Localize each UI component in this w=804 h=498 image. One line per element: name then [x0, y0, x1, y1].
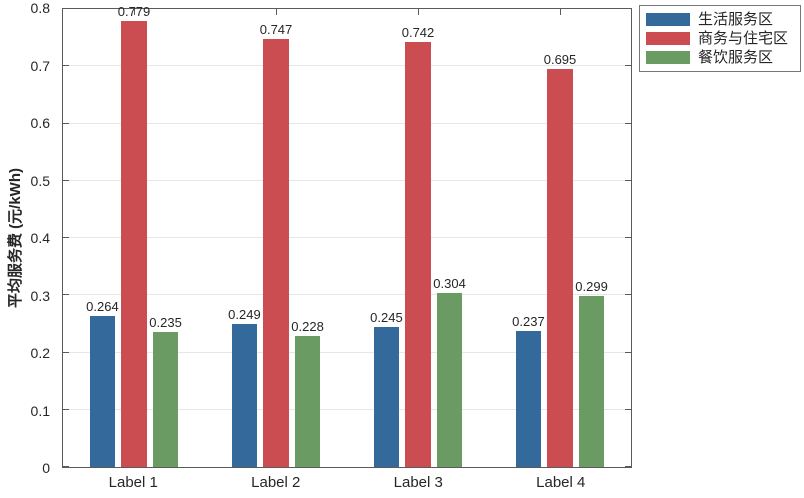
- gridline: [63, 408, 631, 410]
- y-tick-label: 0.7: [30, 57, 50, 74]
- legend-swatch: [646, 13, 690, 26]
- legend: 生活服务区商务与住宅区 餐饮服务区: [639, 5, 801, 72]
- y-tick-mark-right: [625, 8, 631, 9]
- y-tick-label: 0.5: [30, 172, 50, 189]
- x-tick-mark-top: [134, 9, 135, 15]
- legend-label: 餐饮服务区: [698, 49, 774, 66]
- bar-value-label: 0.742: [401, 25, 435, 41]
- x-tick-label: Label 3: [393, 474, 443, 491]
- y-tick-mark-right: [625, 466, 631, 467]
- y-axis-tick-labels: 0 0.1 0.2 0.3 0.4 0.5 0.6 0.7 0.8: [0, 1, 56, 475]
- y-tick-mark-left: [63, 65, 69, 67]
- x-axis-tick-labels: Label 1 Label 2 Label 3 Label 4: [62, 475, 632, 495]
- bar-商务与住宅区-Label 3: [405, 42, 431, 467]
- bar-value-label: 0.779: [117, 4, 151, 20]
- gridline: [63, 237, 631, 238]
- bar-商务与住宅区-Label 1: [121, 21, 147, 467]
- legend-swatch: [646, 32, 690, 45]
- bar-生活服务区-Label 3: [373, 326, 400, 467]
- x-tick-label: Label 4: [536, 474, 586, 491]
- y-tick-label: 0: [42, 460, 50, 476]
- y-tick-label: 0.6: [30, 115, 50, 131]
- bar-商务与住宅区-Label 2: [263, 39, 289, 467]
- legend-item: 商务与住宅区: [646, 29, 794, 48]
- bar-生活服务区-Label 4: [515, 331, 542, 467]
- x-tick-mark-top: [418, 9, 419, 15]
- bar-生活服务区-Label 2: [231, 324, 258, 467]
- y-tick-mark-right: [625, 122, 631, 124]
- bar-value-label: 0.249: [228, 307, 261, 323]
- y-tick-mark-right: [625, 408, 631, 410]
- x-tick-label: Label 1: [108, 474, 158, 491]
- y-tick-label: 0.3: [30, 287, 50, 304]
- gridline: [63, 179, 631, 181]
- bar-value-label: 0.264: [86, 298, 119, 314]
- y-tick-mark-right: [625, 294, 631, 296]
- bar-餐饮服务区-Label 4: [578, 295, 605, 467]
- plot-area: 0.264 0.779 0.235 0.249 0.747 0.228 0.245 0.742…: [62, 4, 632, 468]
- y-tick-mark-left: [63, 294, 69, 296]
- y-tick-label: 0.2: [30, 345, 50, 361]
- legend-item: 餐饮服务区: [646, 48, 794, 67]
- y-tick-mark-left: [63, 466, 69, 467]
- bar-餐饮服务区-Label 3: [436, 292, 463, 467]
- gridline: [63, 294, 631, 296]
- y-tick-mark-left: [63, 8, 69, 9]
- x-tick-mark-top: [276, 9, 277, 15]
- gridline: [63, 122, 631, 124]
- x-tick-label: Label 2: [251, 474, 301, 491]
- y-tick-mark-right: [625, 179, 631, 181]
- x-tick-mark-top: [560, 9, 561, 15]
- y-tick-mark-right: [625, 351, 631, 353]
- gridline: [63, 65, 631, 67]
- bar-生活服务区-Label 1: [89, 315, 116, 467]
- bar-value-label: 0.235: [149, 315, 182, 331]
- y-tick-label: 0.8: [30, 0, 50, 16]
- bar-商务与住宅区-Label 4: [547, 69, 573, 467]
- legend-label: 商务与住宅区: [698, 30, 789, 47]
- y-tick-mark-left: [63, 351, 69, 353]
- legend-label: 生活服务区: [698, 11, 774, 28]
- y-tick-mark-left: [63, 408, 69, 410]
- bar-value-label: 0.228: [291, 319, 324, 335]
- bar-餐饮服务区-Label 1: [152, 332, 179, 467]
- bar-value-label: 0.304: [433, 275, 466, 291]
- bar-value-label: 0.747: [259, 22, 293, 38]
- bar-value-label: 0.299: [575, 278, 608, 294]
- y-tick-mark-right: [625, 65, 631, 67]
- y-tick-mark-right: [625, 237, 631, 238]
- bar-value-label: 0.245: [370, 309, 403, 325]
- y-tick-label: 0.1: [30, 402, 50, 419]
- y-tick-mark-left: [63, 179, 69, 181]
- y-tick-mark-left: [63, 122, 69, 124]
- y-tick-label: 0.4: [30, 230, 50, 246]
- bar-value-label: 0.695: [543, 52, 577, 68]
- y-tick-mark-left: [63, 237, 69, 238]
- gridline: [63, 351, 631, 353]
- bar-餐饮服务区-Label 2: [294, 336, 321, 467]
- legend-item: 生活服务区: [646, 10, 794, 29]
- bar-value-label: 0.237: [512, 314, 545, 330]
- legend-swatch: [646, 51, 690, 64]
